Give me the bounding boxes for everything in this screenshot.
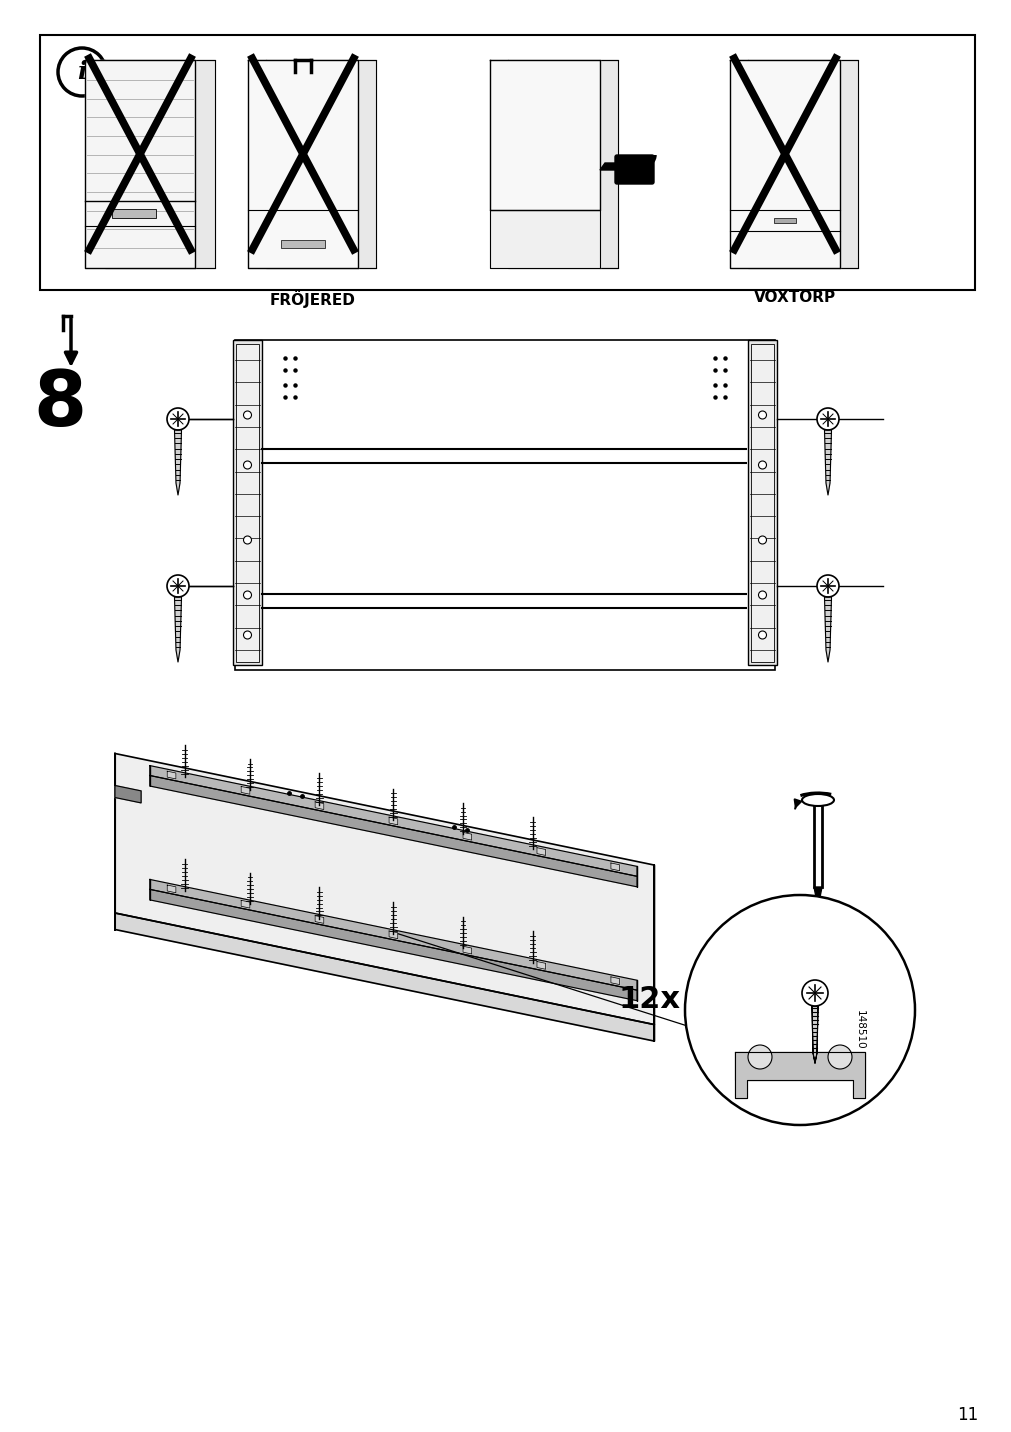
Circle shape: [244, 632, 252, 639]
Polygon shape: [115, 914, 654, 1041]
Polygon shape: [747, 60, 857, 268]
Polygon shape: [314, 915, 324, 924]
Circle shape: [827, 1045, 851, 1070]
Text: FRÖJERED: FRÖJERED: [270, 291, 356, 308]
Polygon shape: [463, 832, 471, 841]
Bar: [233, 339, 262, 664]
Bar: [281, 241, 325, 248]
Circle shape: [758, 536, 765, 544]
Polygon shape: [734, 1053, 864, 1098]
Circle shape: [244, 536, 252, 544]
Circle shape: [167, 576, 189, 597]
FancyBboxPatch shape: [615, 155, 653, 183]
Bar: [750, 344, 773, 662]
Polygon shape: [248, 60, 358, 268]
Circle shape: [58, 49, 106, 96]
Circle shape: [816, 408, 838, 430]
Text: i: i: [77, 60, 87, 84]
Polygon shape: [167, 885, 176, 892]
Polygon shape: [105, 60, 214, 268]
Polygon shape: [115, 763, 141, 803]
Circle shape: [758, 591, 765, 599]
Circle shape: [816, 576, 838, 597]
Polygon shape: [824, 430, 831, 495]
Polygon shape: [85, 60, 195, 268]
Circle shape: [747, 1045, 771, 1070]
Polygon shape: [241, 786, 250, 795]
Polygon shape: [150, 889, 636, 1001]
Circle shape: [801, 979, 827, 1007]
Polygon shape: [150, 776, 636, 886]
Bar: [734, 1053, 864, 1080]
Text: 148510: 148510: [854, 1010, 864, 1050]
Circle shape: [244, 591, 252, 599]
Polygon shape: [537, 961, 545, 969]
Circle shape: [244, 411, 252, 420]
Polygon shape: [388, 931, 397, 938]
Polygon shape: [115, 753, 654, 1025]
Polygon shape: [824, 597, 831, 662]
Text: 8: 8: [33, 368, 87, 442]
Polygon shape: [150, 879, 636, 990]
Polygon shape: [463, 947, 471, 954]
Text: 11: 11: [955, 1406, 977, 1423]
Polygon shape: [167, 772, 176, 779]
Circle shape: [684, 895, 914, 1126]
Circle shape: [758, 411, 765, 420]
Polygon shape: [811, 1007, 817, 1063]
Polygon shape: [314, 802, 324, 809]
Polygon shape: [600, 163, 617, 170]
Polygon shape: [489, 209, 600, 268]
Polygon shape: [266, 60, 376, 268]
Bar: [235, 339, 774, 670]
Bar: [747, 339, 776, 664]
Bar: [773, 218, 796, 222]
Polygon shape: [611, 863, 619, 871]
Ellipse shape: [801, 793, 833, 806]
Bar: [236, 344, 259, 662]
Polygon shape: [537, 848, 545, 855]
Polygon shape: [508, 60, 618, 268]
Polygon shape: [174, 597, 181, 662]
Polygon shape: [489, 60, 600, 209]
Polygon shape: [150, 766, 636, 876]
Polygon shape: [611, 977, 619, 985]
Text: VOXTORP: VOXTORP: [753, 291, 835, 305]
Polygon shape: [388, 818, 397, 825]
Polygon shape: [813, 886, 821, 902]
Text: 12x: 12x: [619, 985, 680, 1014]
Bar: [112, 209, 157, 218]
Bar: [40, 34, 974, 291]
Circle shape: [244, 461, 252, 470]
Polygon shape: [241, 901, 250, 908]
Circle shape: [758, 461, 765, 470]
Polygon shape: [174, 430, 181, 495]
Circle shape: [167, 408, 189, 430]
Polygon shape: [729, 60, 839, 268]
Circle shape: [758, 632, 765, 639]
